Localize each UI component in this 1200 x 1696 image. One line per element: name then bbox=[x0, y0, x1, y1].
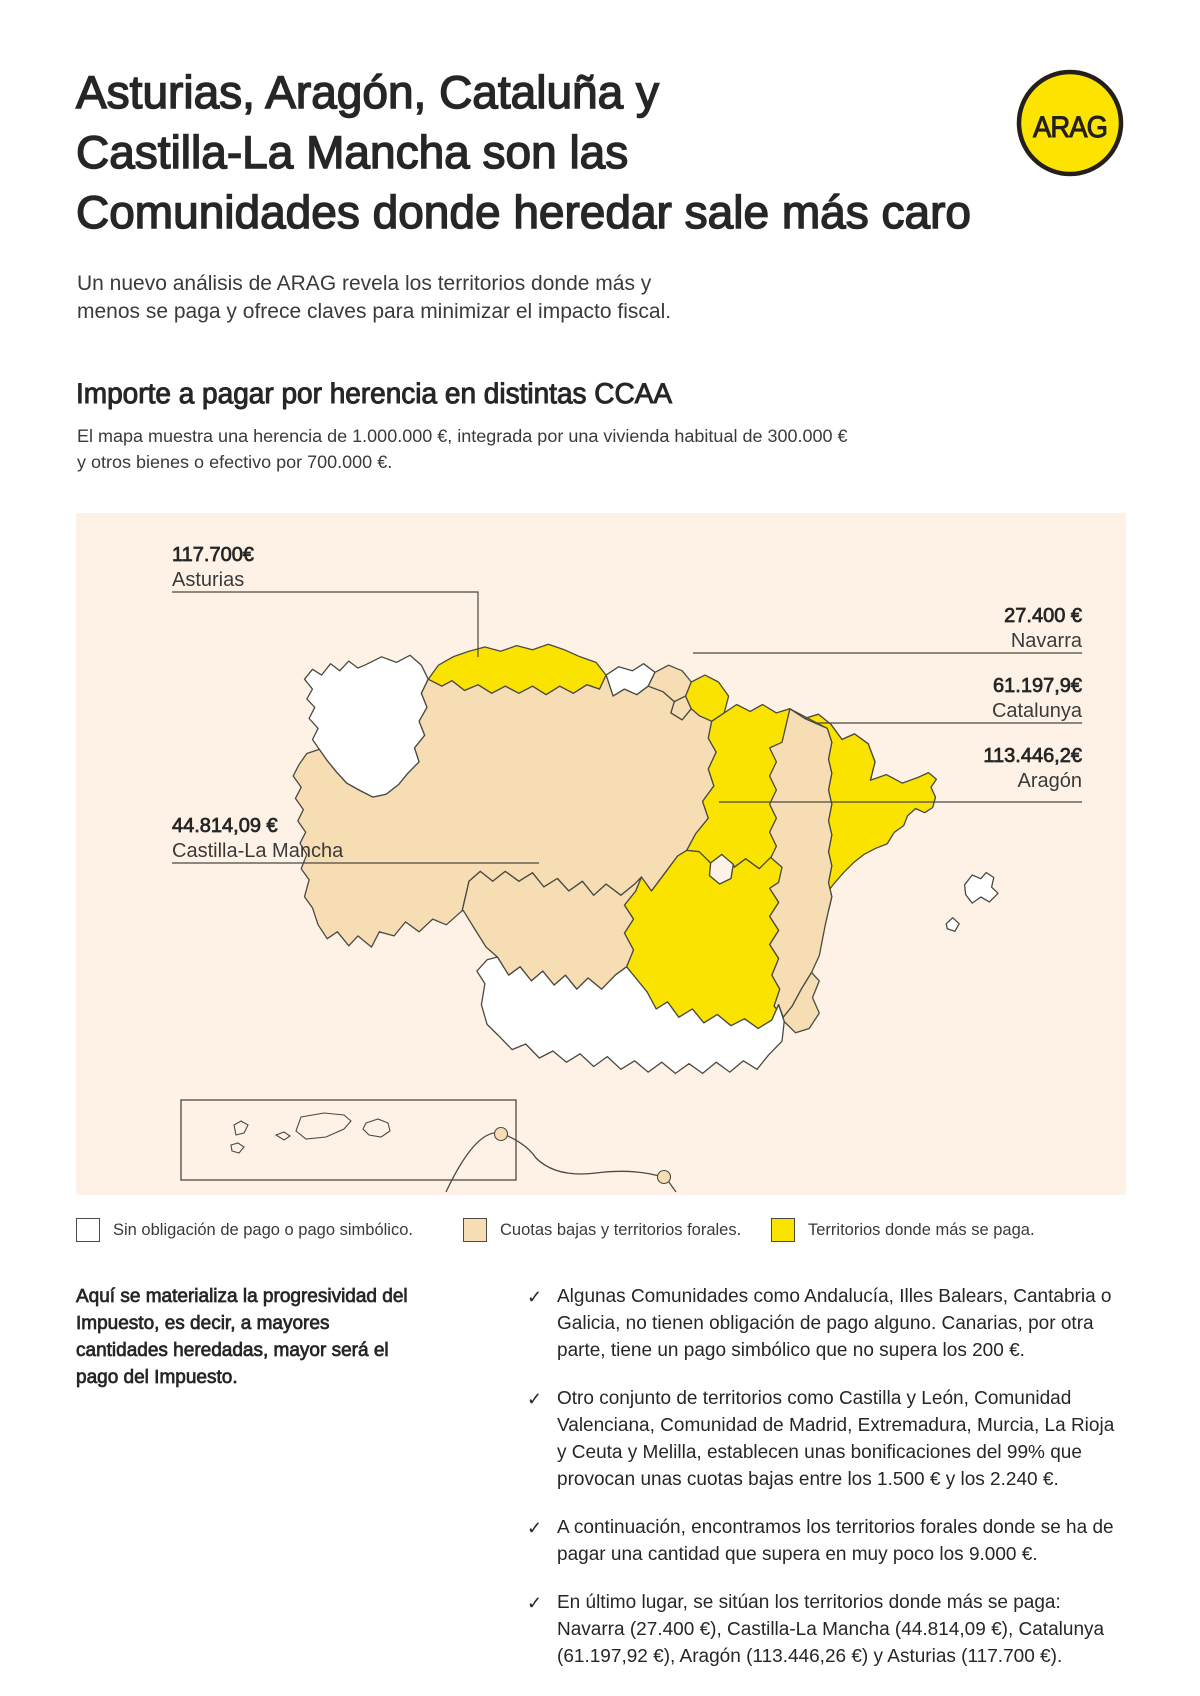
svg-text:ARAG: ARAG bbox=[1032, 111, 1107, 144]
